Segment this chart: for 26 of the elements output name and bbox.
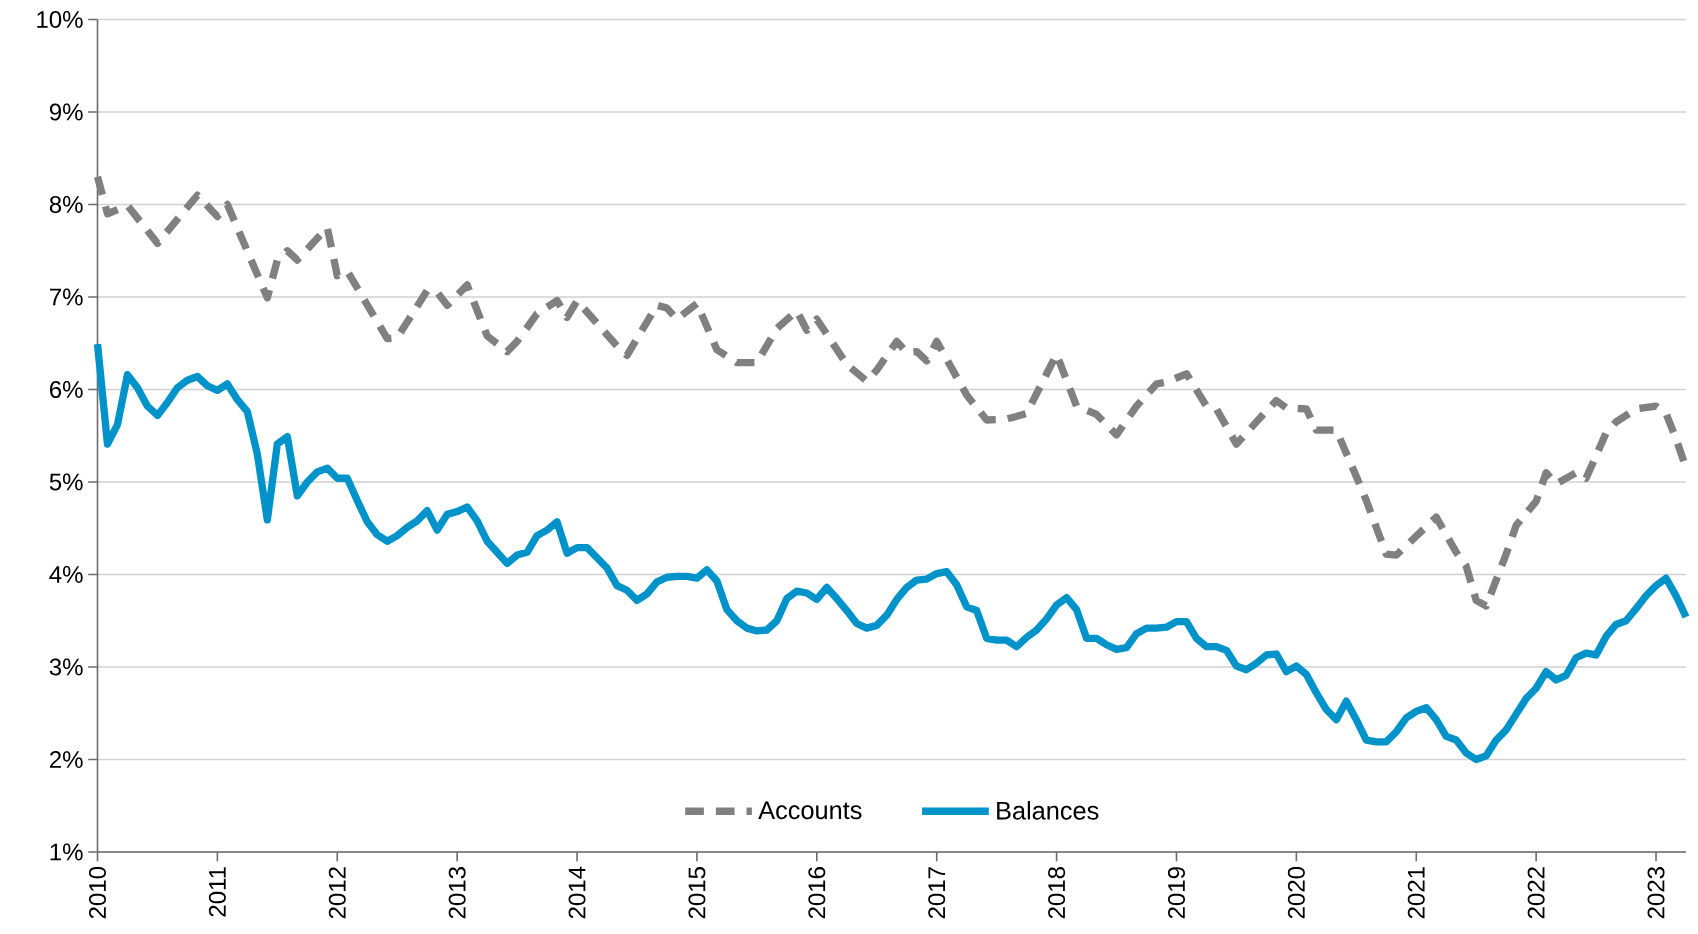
x-tick-label: 2022 xyxy=(1527,867,1545,919)
y-tick-label: 9% xyxy=(49,103,83,121)
x-tick-label: 2016 xyxy=(808,867,826,919)
y-tick-label: 5% xyxy=(49,473,83,491)
x-tick-label: 2020 xyxy=(1287,866,1305,919)
legend-label: Balances xyxy=(997,801,1099,820)
x-tick-label: 2015 xyxy=(688,867,706,919)
y-tick-label: 3% xyxy=(49,658,83,676)
y-tick-label: 6% xyxy=(50,380,83,398)
y-tick-label: 2% xyxy=(50,751,83,768)
legend-label: Accounts xyxy=(758,801,862,820)
x-tick-label: 2012 xyxy=(328,867,346,919)
x-tick-label: 2021 xyxy=(1407,867,1425,919)
y-tick-label: 10% xyxy=(37,10,83,28)
x-tick-label: 2010 xyxy=(89,866,106,919)
y-tick-label: 7% xyxy=(50,288,83,306)
x-tick-label: 2014 xyxy=(568,866,586,919)
x-tick-label: 2017 xyxy=(928,867,946,919)
x-tick-label: 2011 xyxy=(208,867,226,917)
y-tick-label: 1% xyxy=(50,843,83,861)
x-tick-label: 2019 xyxy=(1167,867,1185,919)
x-tick-label: 2013 xyxy=(448,867,466,919)
y-tick-label: 8% xyxy=(49,195,83,213)
x-tick-label: 2018 xyxy=(1048,867,1066,919)
y-tick-label: 4% xyxy=(49,566,83,583)
x-tick-label: 2023 xyxy=(1647,867,1665,919)
